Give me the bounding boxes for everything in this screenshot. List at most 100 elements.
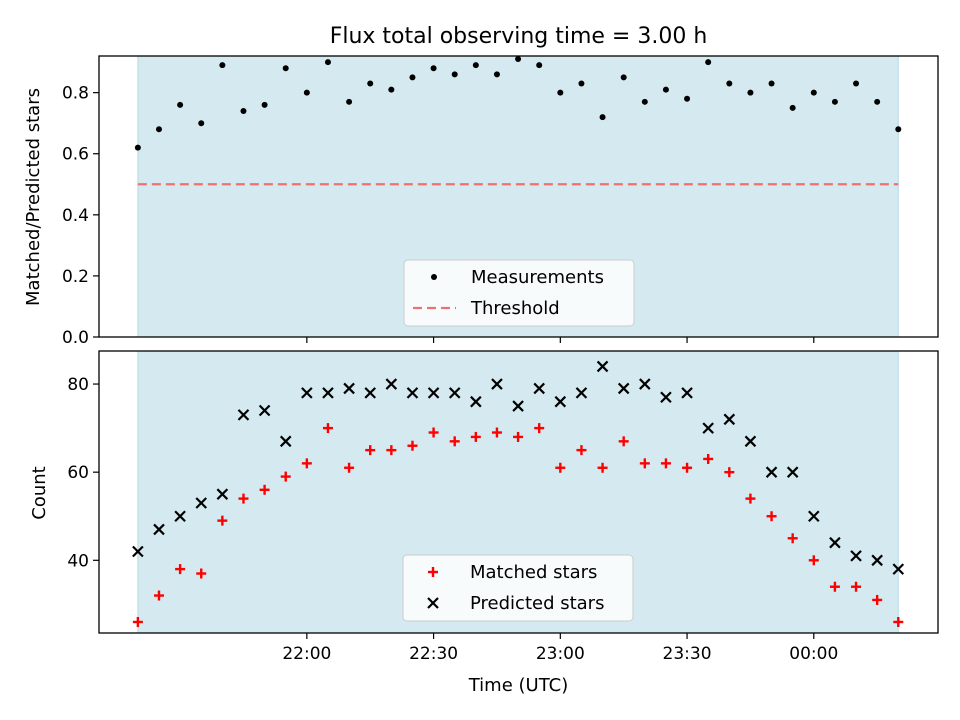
top-data-point [874, 98, 881, 105]
top-panel: Flux total observing time = 3.00 h Match… [23, 24, 939, 348]
bottom-data-point-b [301, 387, 313, 399]
bottom-data-point [597, 462, 608, 473]
bottom-data-point [512, 400, 524, 412]
xtick-label: 23:30 [663, 644, 712, 664]
bottom-data-point [280, 471, 291, 482]
bottom-data-point [258, 404, 271, 417]
bottom-data-point [660, 458, 671, 469]
top-data-point [726, 80, 733, 87]
top-data-point [177, 101, 184, 108]
bottom-data-point [217, 515, 228, 526]
top-data-point [472, 62, 479, 69]
bottom-data-point-b [195, 497, 208, 509]
bottom-data-point [427, 387, 440, 399]
top-ytick-label: 0.6 [62, 145, 89, 165]
top-data-point [853, 80, 860, 87]
bottom-data-point-b [639, 378, 651, 390]
bottom-data-point [406, 387, 419, 399]
bottom-data-point [238, 493, 249, 504]
bottom-data-point-b [786, 466, 799, 478]
bottom-data-point [871, 554, 883, 567]
top-y-axis-label: Matched/Predicted stars [23, 88, 44, 306]
bottom-legend-label: Matched stars [470, 562, 597, 583]
xtick-label: 22:00 [282, 644, 331, 664]
xtick-label: 23:00 [536, 644, 585, 664]
bottom-data-point [723, 413, 736, 426]
bottom-data-point-b [850, 550, 862, 562]
bottom-data-point [364, 387, 376, 399]
bottom-legend-marker [427, 597, 439, 609]
bottom-data-point [786, 466, 799, 478]
bottom-data-point-b [448, 387, 461, 399]
top-data-point [303, 89, 310, 96]
top-data-point [198, 120, 205, 127]
bottom-data-point [153, 590, 164, 601]
bottom-data-point-b [554, 395, 567, 408]
bottom-data-point [448, 387, 461, 399]
bottom-data-point [808, 510, 820, 523]
bottom-data-point [132, 616, 143, 627]
top-legend-marker [431, 274, 437, 280]
top-legend-label: Measurements [471, 267, 604, 288]
bottom-data-point-b [744, 435, 757, 448]
bottom-data-point [829, 536, 841, 549]
bottom-data-point [660, 391, 672, 404]
top-data-point [641, 98, 648, 105]
bottom-data-point-b [617, 382, 630, 395]
bottom-data-point [639, 458, 650, 469]
top-data-point [789, 104, 796, 111]
bottom-data-point-b [279, 435, 292, 448]
top-data-point [536, 62, 543, 69]
top-data-point [768, 80, 775, 87]
bottom-data-point [216, 488, 229, 500]
bottom-data-point [491, 427, 502, 438]
xtick-label: 22:30 [409, 644, 458, 664]
top-data-point [578, 80, 585, 87]
top-legend: Measurements Threshold [403, 259, 635, 327]
bottom-data-point [301, 458, 312, 469]
bottom-data-point-b [596, 360, 609, 373]
bottom-data-point-b [216, 488, 229, 500]
bottom-data-point-b [575, 387, 588, 399]
bottom-data-point-b [364, 387, 376, 399]
bottom-data-point [259, 484, 270, 495]
bottom-data-point [322, 423, 333, 434]
bottom-ytick-label: 80 [67, 375, 89, 395]
bottom-data-point-b [470, 395, 482, 408]
top-ytick-label: 0.2 [62, 267, 89, 287]
bottom-data-point [596, 360, 609, 373]
top-legend-box [403, 259, 635, 327]
bottom-data-point-b [343, 382, 355, 395]
top-data-point [409, 74, 416, 81]
bottom-data-point-b [322, 387, 334, 399]
bottom-data-point [702, 422, 714, 434]
bottom-legend-label: Predicted stars [470, 593, 604, 614]
bottom-data-point-b [258, 404, 271, 417]
bottom-data-point [892, 563, 905, 575]
bottom-data-point-b [660, 391, 672, 404]
bottom-data-point [766, 511, 777, 522]
bottom-data-point [386, 445, 397, 456]
top-data-point [831, 98, 838, 105]
bottom-data-point-b [385, 378, 398, 390]
bottom-data-point [872, 594, 883, 605]
bottom-legend-marker [428, 567, 438, 577]
top-data-point [388, 86, 395, 93]
bottom-data-point [301, 387, 313, 399]
bottom-panel: Count Time (UTC) 40 60 80 22:00 22:30 23:00 23… [29, 350, 939, 696]
bottom-data-point-b [533, 382, 545, 395]
bottom-data-point [576, 445, 587, 456]
bottom-axes-frame [98, 350, 939, 634]
bottom-data-point [407, 440, 418, 451]
bottom-legend-box [402, 554, 634, 622]
bottom-data-point [343, 382, 355, 395]
bottom-data-point-b [829, 536, 841, 549]
bottom-data-point-b [153, 523, 165, 536]
bottom-data-point-b [427, 387, 440, 399]
bottom-data-point [344, 462, 355, 473]
bottom-data-point [554, 395, 567, 408]
x-axis-label: Time (UTC) [468, 675, 569, 696]
bottom-data-point-b [808, 510, 820, 523]
bottom-data-point [682, 462, 693, 473]
